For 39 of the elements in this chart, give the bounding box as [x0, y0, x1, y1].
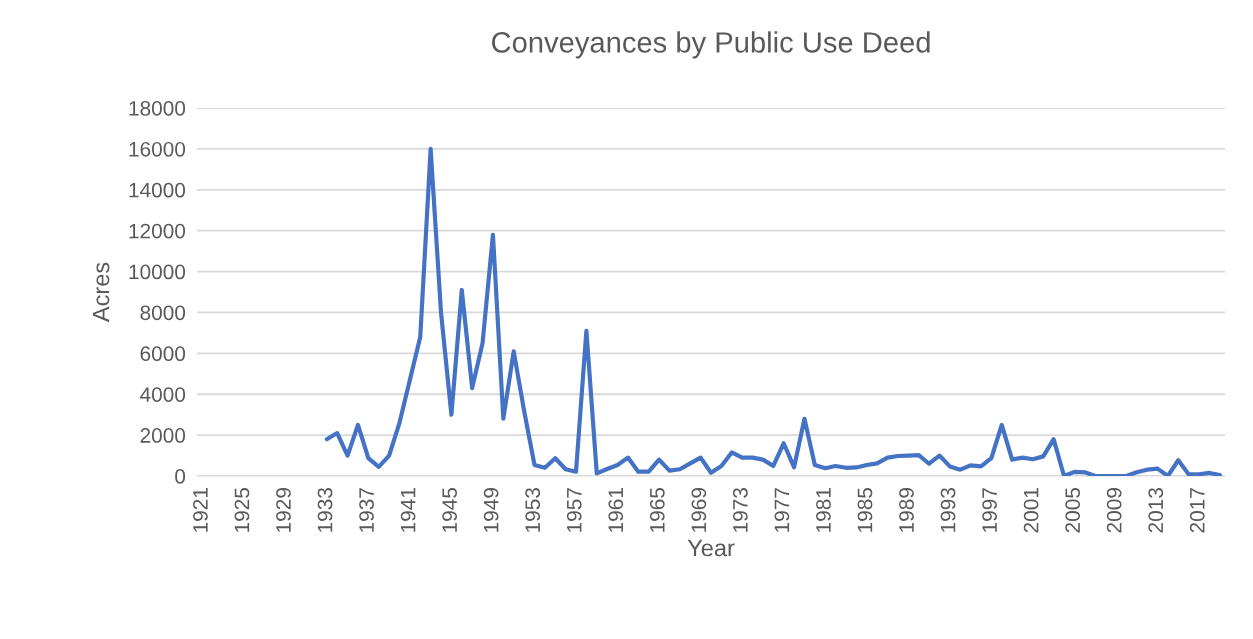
x-tick-label: 2001	[1023, 488, 1039, 533]
x-tick-label: 1941	[400, 488, 416, 532]
x-tick-label: 2013	[1148, 488, 1164, 533]
x-tick-label: 1957	[566, 488, 582, 532]
y-tick-label: 6000	[140, 346, 186, 362]
x-tick-label: 1945	[442, 487, 457, 532]
x-tick-label: 1949	[483, 488, 499, 532]
x-tick-label: 1965	[649, 487, 665, 532]
x-tick-label: 2009	[1106, 488, 1122, 533]
x-tick-label: 1985	[857, 487, 873, 532]
y-tick-label: 16000	[129, 141, 186, 157]
y-tick-label: 0	[175, 469, 186, 484]
chart-title: Conveyances by Public Use Deed	[492, 31, 930, 59]
x-tick-label: 1929	[276, 488, 291, 532]
line-series	[324, 146, 1222, 476]
y-tick-label: 14000	[129, 182, 186, 198]
x-tick-label: 1953	[525, 488, 541, 532]
x-tick-label: 1925	[234, 487, 250, 532]
y-tick-label: 10000	[129, 264, 186, 280]
x-tick-label: 2005	[1065, 487, 1081, 533]
y-tick-label: 4000	[140, 387, 186, 402]
x-tick-label: 1981	[816, 488, 831, 532]
x-tick-label: 1921	[193, 488, 208, 532]
y-tick-label: 18000	[129, 101, 186, 116]
x-tick-label: 1993	[940, 488, 956, 532]
x-tick-label: 1933	[317, 488, 333, 532]
x-tick-label: 1937	[359, 488, 374, 532]
x-tick-label: 1977	[774, 488, 790, 532]
y-tick-label: 8000	[140, 305, 186, 321]
x-axis-title: Year	[687, 539, 735, 557]
y-tick-label: 12000	[129, 223, 186, 239]
x-tick-label: 1989	[899, 488, 914, 532]
y-axis-title: Acres	[92, 262, 110, 323]
x-tick-label: 1997	[982, 488, 997, 532]
x-tick-label: 1969	[691, 488, 707, 532]
x-tick-label: 2017	[1189, 488, 1205, 533]
x-tick-label: 1961	[608, 488, 624, 532]
x-tick-label: 1973	[732, 488, 748, 532]
y-tick-label: 2000	[140, 428, 186, 443]
